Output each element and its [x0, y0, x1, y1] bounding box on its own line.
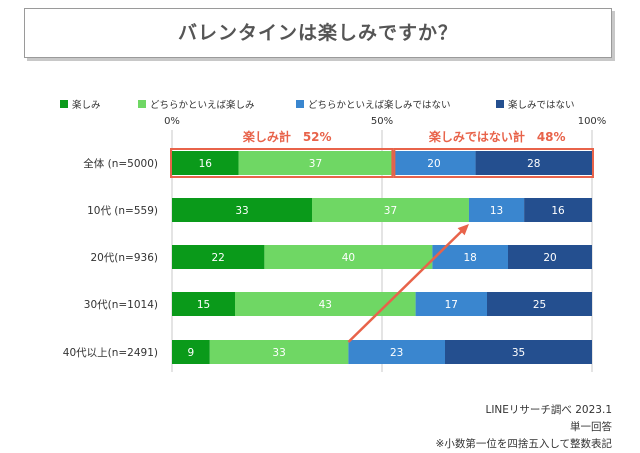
legend-label: 楽しみではない: [508, 100, 575, 111]
data-label: 17: [445, 299, 458, 311]
legend-swatch: [296, 100, 304, 108]
highlight-box-positive: [170, 148, 394, 178]
data-label: 37: [384, 205, 397, 217]
bar-segment: [264, 245, 433, 269]
bar-segment: [172, 340, 210, 364]
data-label: 16: [199, 158, 213, 170]
bar-segment: [238, 151, 393, 175]
axis-tick-label: 100%: [578, 116, 607, 127]
data-label: 23: [390, 347, 403, 359]
category-label: 40代以上(n=2491): [63, 347, 158, 359]
legend-label: 楽しみ: [72, 100, 101, 111]
bar-segment: [475, 151, 592, 175]
bar-segment: [312, 198, 469, 222]
legend-label: どちらかといえば楽しみ: [150, 100, 255, 111]
axis-tick-label: 50%: [371, 116, 393, 127]
trend-arrow-line: [347, 228, 465, 343]
legend-item-dochiraka-tanoshimi-dewanai: どちらかといえば楽しみではない: [296, 98, 451, 111]
data-label: 15: [197, 299, 210, 311]
bar-segment: [392, 151, 476, 175]
footer: LINEリサーチ調べ 2023.1 単一回答 ※小数第一位を四捨五入して整数表記: [436, 402, 612, 453]
bar-segment: [508, 245, 592, 269]
legend-label: どちらかといえば楽しみではない: [308, 100, 451, 111]
bar-segment: [468, 198, 525, 222]
data-label: 18: [464, 252, 477, 264]
data-label: 9: [188, 347, 195, 359]
bar-segment: [172, 151, 239, 175]
data-label: 37: [309, 158, 322, 170]
legend-swatch: [138, 100, 146, 108]
legend-item-tanoshimi: 楽しみ: [60, 98, 101, 111]
data-label: 13: [490, 205, 503, 217]
category-label: 10代 (n=559): [87, 205, 158, 217]
category-label: 30代(n=1014): [84, 299, 158, 311]
category-label: 20代(n=936): [90, 252, 158, 264]
title-box: バレンタインは楽しみですか？: [24, 8, 612, 58]
data-label: 25: [533, 299, 546, 311]
annotation-negative-total: 楽しみではない計 48%: [429, 129, 566, 144]
highlight-box-negative: [393, 148, 594, 178]
data-label: 33: [272, 347, 285, 359]
data-label: 40: [342, 252, 355, 264]
legend-swatch: [496, 100, 504, 108]
bar-segment: [524, 198, 592, 222]
legend-swatch: [60, 100, 68, 108]
data-label: 35: [512, 347, 525, 359]
bar-segment: [172, 198, 312, 222]
bar-segment: [415, 292, 487, 316]
data-label: 22: [212, 252, 225, 264]
bar-segment: [348, 340, 445, 364]
bar-segment: [445, 340, 592, 364]
axis-tick-label: 0%: [164, 116, 180, 127]
data-label: 33: [235, 205, 248, 217]
trend-arrow-head: [457, 224, 469, 236]
legend-item-dochiraka-tanoshimi: どちらかといえば楽しみ: [138, 98, 255, 111]
source-note: LINEリサーチ調べ 2023.1: [485, 404, 612, 416]
rounding-note: ※小数第一位を四捨五入して整数表記: [435, 438, 612, 450]
bar-segment: [487, 292, 592, 316]
data-label: 20: [427, 158, 440, 170]
bar-segment: [172, 245, 265, 269]
data-label: 20: [543, 252, 556, 264]
data-label: 16: [551, 205, 565, 217]
bar-segment: [172, 292, 235, 316]
legend-item-tanoshimi-dewanai: 楽しみではない: [496, 98, 575, 111]
category-label: 全体 (n=5000): [83, 157, 158, 170]
data-label: 28: [527, 158, 540, 170]
annotation-positive-total: 楽しみ計 52%: [243, 129, 332, 144]
page-title: バレンタインは楽しみですか？: [177, 22, 458, 44]
bar-segment: [209, 340, 349, 364]
answer-type-note: 単一回答: [570, 421, 612, 433]
data-label: 43: [319, 299, 332, 311]
